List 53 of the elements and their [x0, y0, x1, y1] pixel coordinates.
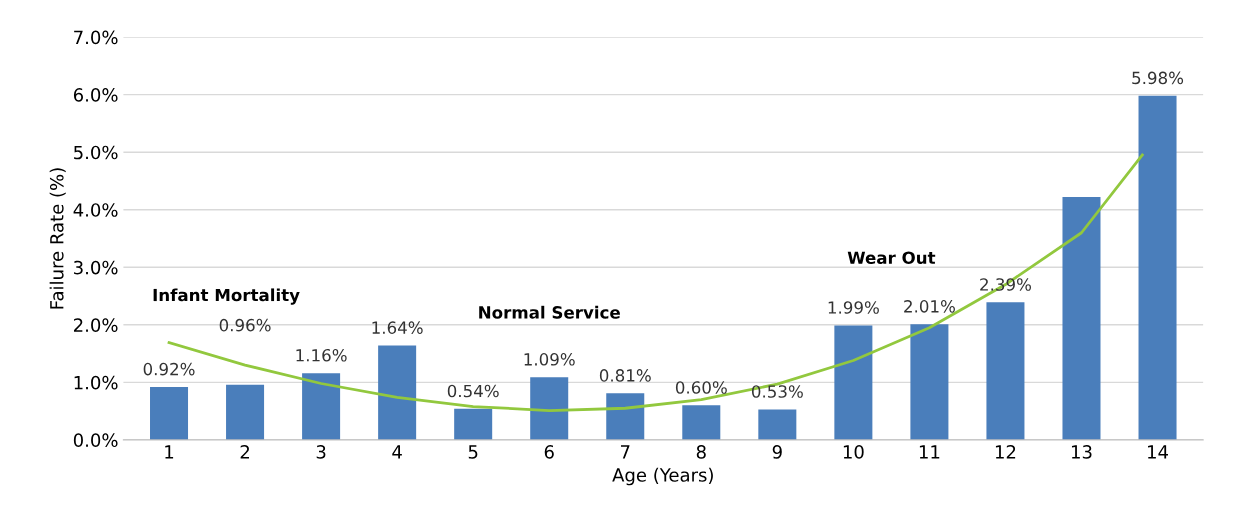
bar — [606, 393, 645, 440]
annotation: Wear Out — [847, 251, 936, 265]
bar — [1062, 197, 1101, 440]
data-label: 0.53% — [751, 385, 803, 398]
y-tick-label: 0.0% — [73, 433, 118, 448]
y-tick-label: 1.0% — [74, 375, 118, 390]
y-tick-label: 4.0% — [73, 203, 118, 217]
x-tick-label: 6 — [544, 445, 554, 459]
bar — [302, 373, 341, 440]
x-tick-label: 9 — [772, 445, 782, 459]
bar — [1138, 95, 1177, 440]
bar — [910, 324, 949, 440]
data-label: 2.01% — [904, 300, 955, 313]
x-tick-label: 7 — [620, 445, 630, 459]
bar — [378, 345, 417, 440]
bar — [454, 408, 493, 440]
y-tick-label: 5.0% — [74, 145, 118, 160]
x-tick-label: 2 — [240, 445, 249, 459]
data-label: 0.92% — [143, 362, 195, 376]
y-tick-label: 3.0% — [74, 260, 118, 275]
y-tick-label: 7.0% — [74, 30, 118, 45]
x-tick-label: 3 — [316, 445, 326, 459]
bar — [758, 409, 797, 440]
bar — [150, 386, 189, 440]
bar — [682, 405, 721, 440]
data-label: 0.81% — [599, 369, 651, 382]
y-axis-title: Failure Rate (%) — [49, 168, 66, 309]
x-tick-label: 14 — [1148, 445, 1168, 459]
y-tick-label: 6.0% — [73, 88, 118, 102]
bar — [986, 302, 1025, 440]
annotation: Normal Service — [479, 305, 620, 319]
x-tick-label: 4 — [392, 445, 402, 459]
bar — [226, 384, 265, 440]
data-label: 1.99% — [828, 301, 879, 314]
data-label: 1.09% — [524, 353, 575, 366]
x-tick-label: 10 — [843, 445, 864, 459]
bar — [834, 325, 873, 440]
y-tick-label: 2.0% — [73, 318, 118, 332]
data-label: 1.64% — [372, 321, 423, 334]
x-tick-label: 11 — [919, 445, 940, 459]
data-label: 1.16% — [296, 348, 347, 362]
data-label: 5.98% — [1132, 71, 1184, 85]
x-tick-label: 5 — [468, 445, 478, 459]
annotation: Infant Mortality — [153, 288, 300, 305]
data-label: 0.54% — [447, 384, 499, 398]
bar — [530, 377, 569, 440]
x-tick-label: 8 — [696, 445, 706, 459]
x-axis-title: Age (Years) — [612, 467, 713, 486]
data-label: 0.60% — [675, 381, 727, 394]
x-tick-label: 1 — [165, 445, 174, 459]
x-tick-label: 12 — [995, 445, 1016, 459]
x-tick-label: 13 — [1071, 445, 1092, 459]
data-label: 0.96% — [219, 318, 271, 332]
